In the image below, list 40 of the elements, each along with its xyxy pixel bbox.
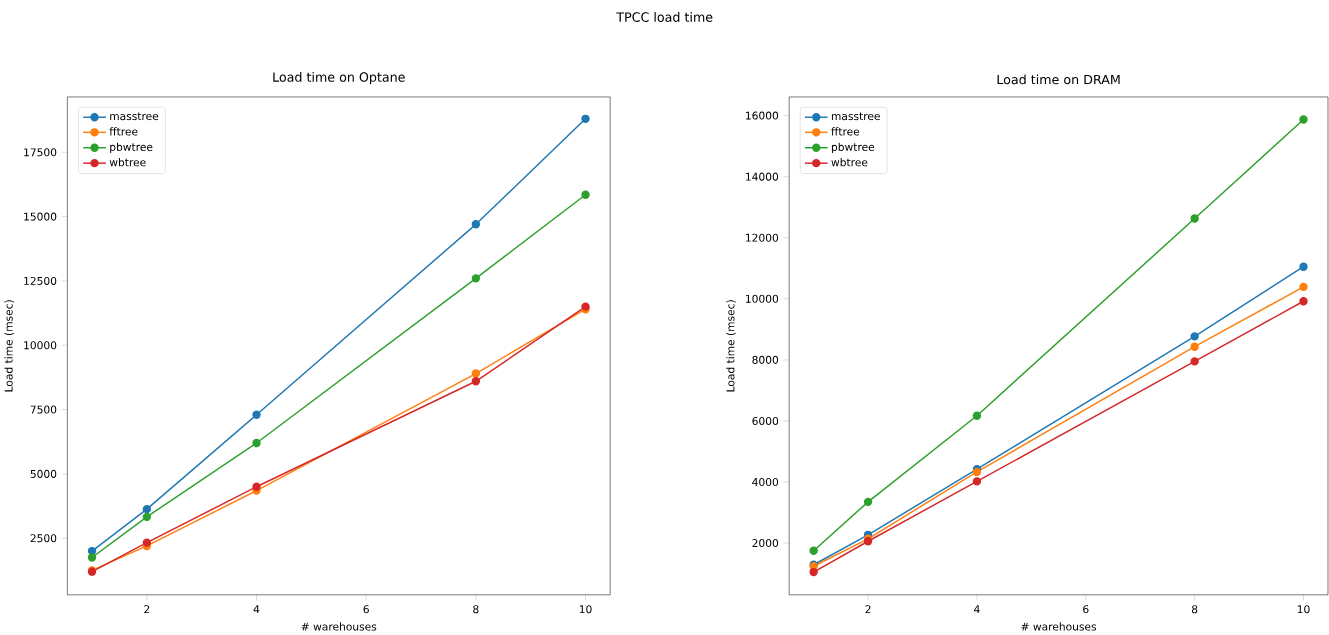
legend-label: masstree — [831, 112, 880, 121]
y-tick-label: 2500 — [30, 534, 57, 543]
y-tick-label: 5000 — [30, 469, 57, 478]
legend-label: wbtree — [109, 158, 146, 167]
x-tick-label: 6 — [1083, 605, 1089, 614]
y-tick-label: 10000 — [24, 341, 57, 350]
x-tick-label: 2 — [865, 605, 871, 614]
y-axis-title: Load time (msec) — [726, 300, 736, 392]
legend-label: fftree — [831, 127, 860, 136]
y-axis-title: Load time (msec) — [4, 300, 14, 392]
y-tick-label: 8000 — [752, 355, 779, 364]
y-tick-label: 6000 — [752, 416, 779, 425]
chart-title: Load time on Optane — [273, 72, 405, 85]
y-tick-label: 2000 — [752, 539, 779, 548]
x-tick-label: 10 — [579, 605, 592, 614]
chart-title: Load time on DRAM — [997, 74, 1120, 85]
y-tick-label: 17500 — [24, 148, 57, 157]
x-tick-label: 10 — [1297, 605, 1310, 614]
x-tick-label: 2 — [144, 605, 150, 614]
x-tick-label: 6 — [363, 605, 369, 614]
y-tick-label: 12500 — [24, 276, 57, 285]
legend-label: pbwtree — [831, 142, 875, 154]
y-tick-label: 15000 — [24, 212, 57, 221]
x-tick-label: 4 — [253, 605, 260, 613]
y-tick-label: 16000 — [746, 111, 779, 120]
legend-label: masstree — [110, 112, 159, 121]
y-tick-label: 10000 — [746, 294, 779, 303]
x-tick-label: 8 — [473, 605, 479, 614]
y-tick-label: 7500 — [30, 405, 57, 414]
y-tick-label: 4000 — [752, 477, 779, 487]
legend-label: pbwtree — [110, 142, 153, 154]
legend-label: fftree — [109, 127, 138, 136]
text: TPCC load time — [616, 12, 713, 22]
x-tick-label: 4 — [974, 605, 980, 613]
y-tick-label: 12000 — [746, 233, 779, 242]
y-tick-label: 14000 — [746, 172, 779, 181]
legend-label: wbtree — [831, 158, 868, 167]
x-axis-title: # warehouses — [1021, 622, 1097, 631]
x-axis-title: # warehouses — [301, 622, 377, 631]
x-tick-label: 8 — [1191, 605, 1198, 614]
